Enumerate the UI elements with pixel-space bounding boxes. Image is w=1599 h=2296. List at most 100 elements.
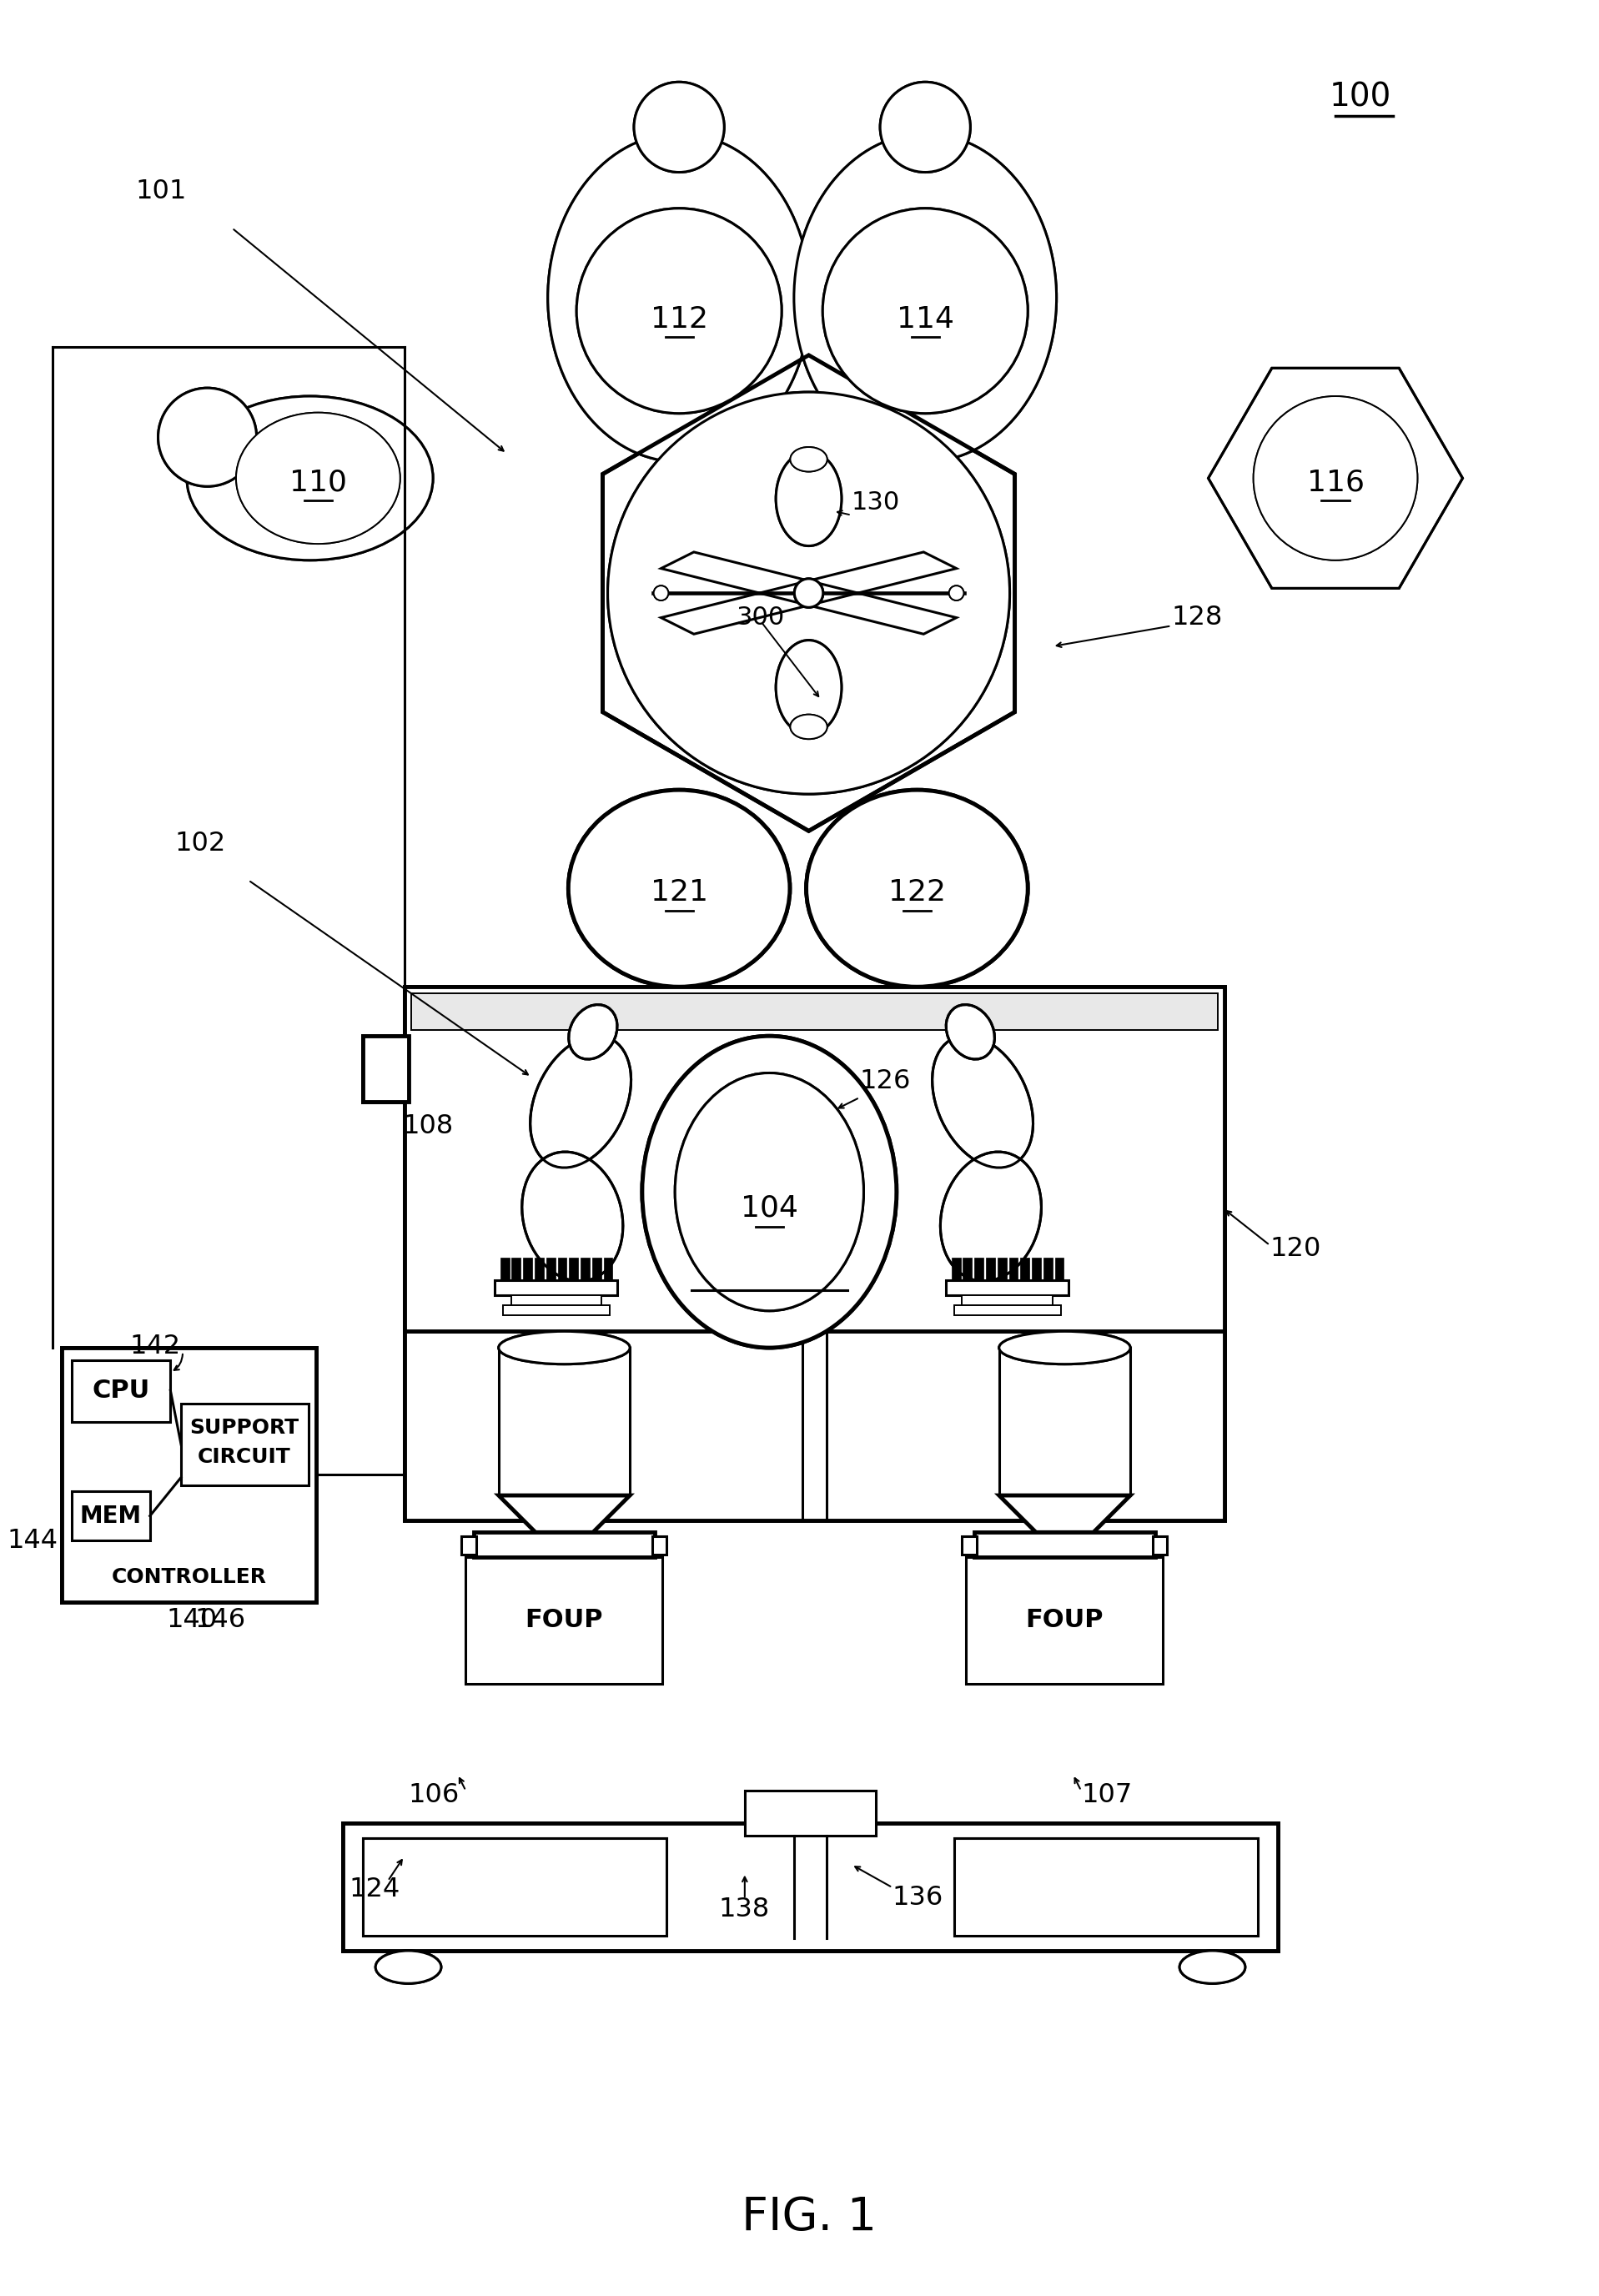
- Bar: [955, 1304, 1060, 1316]
- Bar: [745, 1791, 876, 1837]
- Text: 101: 101: [136, 179, 187, 204]
- Bar: [963, 1258, 972, 1281]
- Text: 102: 102: [174, 831, 225, 856]
- Bar: [534, 1258, 544, 1281]
- Text: 112: 112: [651, 305, 708, 333]
- Ellipse shape: [950, 585, 964, 602]
- Text: 121: 121: [651, 879, 708, 907]
- Bar: [963, 1295, 1052, 1304]
- Bar: [473, 1531, 654, 1557]
- Text: 146: 146: [195, 1607, 246, 1632]
- Bar: [966, 1557, 1162, 1683]
- Text: 136: 136: [892, 1885, 943, 1910]
- Ellipse shape: [950, 585, 964, 602]
- Ellipse shape: [999, 1332, 1130, 1364]
- Ellipse shape: [158, 388, 256, 487]
- Ellipse shape: [237, 413, 400, 544]
- Bar: [945, 1281, 1068, 1295]
- Ellipse shape: [776, 452, 841, 546]
- Ellipse shape: [633, 83, 724, 172]
- Text: 138: 138: [718, 1896, 769, 1922]
- Ellipse shape: [643, 1035, 897, 1348]
- Ellipse shape: [531, 1035, 632, 1169]
- Bar: [1031, 1258, 1041, 1281]
- Bar: [558, 1258, 566, 1281]
- Ellipse shape: [776, 452, 841, 546]
- Ellipse shape: [790, 448, 827, 471]
- Ellipse shape: [654, 585, 668, 602]
- Ellipse shape: [548, 133, 811, 461]
- Bar: [1153, 1536, 1167, 1554]
- Ellipse shape: [1180, 1952, 1246, 1984]
- Bar: [342, 1823, 1278, 1952]
- Bar: [499, 1348, 630, 1495]
- Bar: [512, 1258, 521, 1281]
- Ellipse shape: [521, 1153, 624, 1281]
- Text: 122: 122: [887, 879, 945, 907]
- Ellipse shape: [675, 1072, 863, 1311]
- Ellipse shape: [806, 790, 1028, 987]
- Bar: [72, 1492, 150, 1541]
- Text: 300: 300: [737, 606, 785, 629]
- Bar: [1044, 1258, 1052, 1281]
- Ellipse shape: [577, 209, 782, 413]
- Bar: [342, 1823, 1278, 1952]
- Text: 124: 124: [349, 1876, 400, 1901]
- Ellipse shape: [608, 393, 1009, 794]
- Bar: [580, 1258, 590, 1281]
- Bar: [363, 1035, 408, 1102]
- Text: FOUP: FOUP: [1025, 1607, 1103, 1632]
- Bar: [745, 1791, 876, 1837]
- Ellipse shape: [376, 1952, 441, 1984]
- Polygon shape: [603, 356, 1015, 831]
- Bar: [62, 1348, 317, 1603]
- Text: 128: 128: [1172, 604, 1223, 631]
- Ellipse shape: [1254, 397, 1417, 560]
- Ellipse shape: [376, 1952, 441, 1984]
- Ellipse shape: [187, 397, 433, 560]
- Bar: [72, 1359, 171, 1421]
- Bar: [494, 1281, 617, 1295]
- Ellipse shape: [795, 579, 823, 608]
- Bar: [363, 1839, 667, 1936]
- Text: 130: 130: [851, 491, 900, 514]
- Text: 144: 144: [6, 1527, 58, 1554]
- Bar: [512, 1295, 601, 1304]
- Text: 120: 120: [1270, 1235, 1321, 1263]
- Text: CIRCUIT: CIRCUIT: [198, 1446, 291, 1467]
- Text: 110: 110: [289, 468, 347, 496]
- Ellipse shape: [499, 1332, 630, 1364]
- Text: 107: 107: [1081, 1782, 1132, 1807]
- Ellipse shape: [548, 133, 811, 461]
- Bar: [998, 1258, 1006, 1281]
- Ellipse shape: [940, 1153, 1041, 1281]
- Bar: [1009, 1258, 1019, 1281]
- Text: MEM: MEM: [80, 1504, 141, 1527]
- Ellipse shape: [790, 448, 827, 471]
- Bar: [500, 1258, 508, 1281]
- Text: 104: 104: [740, 1194, 798, 1221]
- Bar: [465, 1557, 662, 1683]
- Polygon shape: [1209, 367, 1463, 588]
- Ellipse shape: [568, 790, 790, 987]
- Bar: [502, 1304, 609, 1316]
- Ellipse shape: [608, 393, 1009, 794]
- Bar: [547, 1258, 555, 1281]
- Bar: [569, 1258, 579, 1281]
- Ellipse shape: [790, 714, 827, 739]
- Polygon shape: [499, 1495, 630, 1531]
- Bar: [62, 1348, 317, 1603]
- Ellipse shape: [569, 1006, 617, 1058]
- Ellipse shape: [999, 1332, 1130, 1364]
- Ellipse shape: [633, 83, 724, 172]
- Bar: [1020, 1258, 1030, 1281]
- Ellipse shape: [568, 790, 790, 987]
- Ellipse shape: [187, 397, 433, 560]
- Text: 108: 108: [403, 1114, 454, 1139]
- Bar: [462, 1536, 477, 1554]
- Text: CPU: CPU: [93, 1378, 150, 1403]
- Ellipse shape: [776, 641, 841, 735]
- Bar: [181, 1403, 309, 1486]
- Ellipse shape: [158, 388, 256, 487]
- Text: 116: 116: [1306, 468, 1364, 496]
